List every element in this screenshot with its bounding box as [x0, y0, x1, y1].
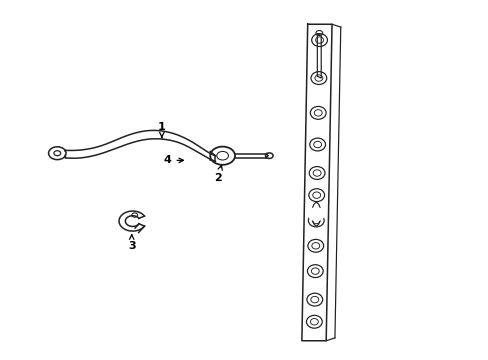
Ellipse shape	[308, 208, 324, 221]
Text: 2: 2	[213, 166, 222, 183]
Text: 4: 4	[163, 156, 183, 165]
Text: 1: 1	[158, 122, 165, 138]
Text: 3: 3	[128, 235, 135, 251]
